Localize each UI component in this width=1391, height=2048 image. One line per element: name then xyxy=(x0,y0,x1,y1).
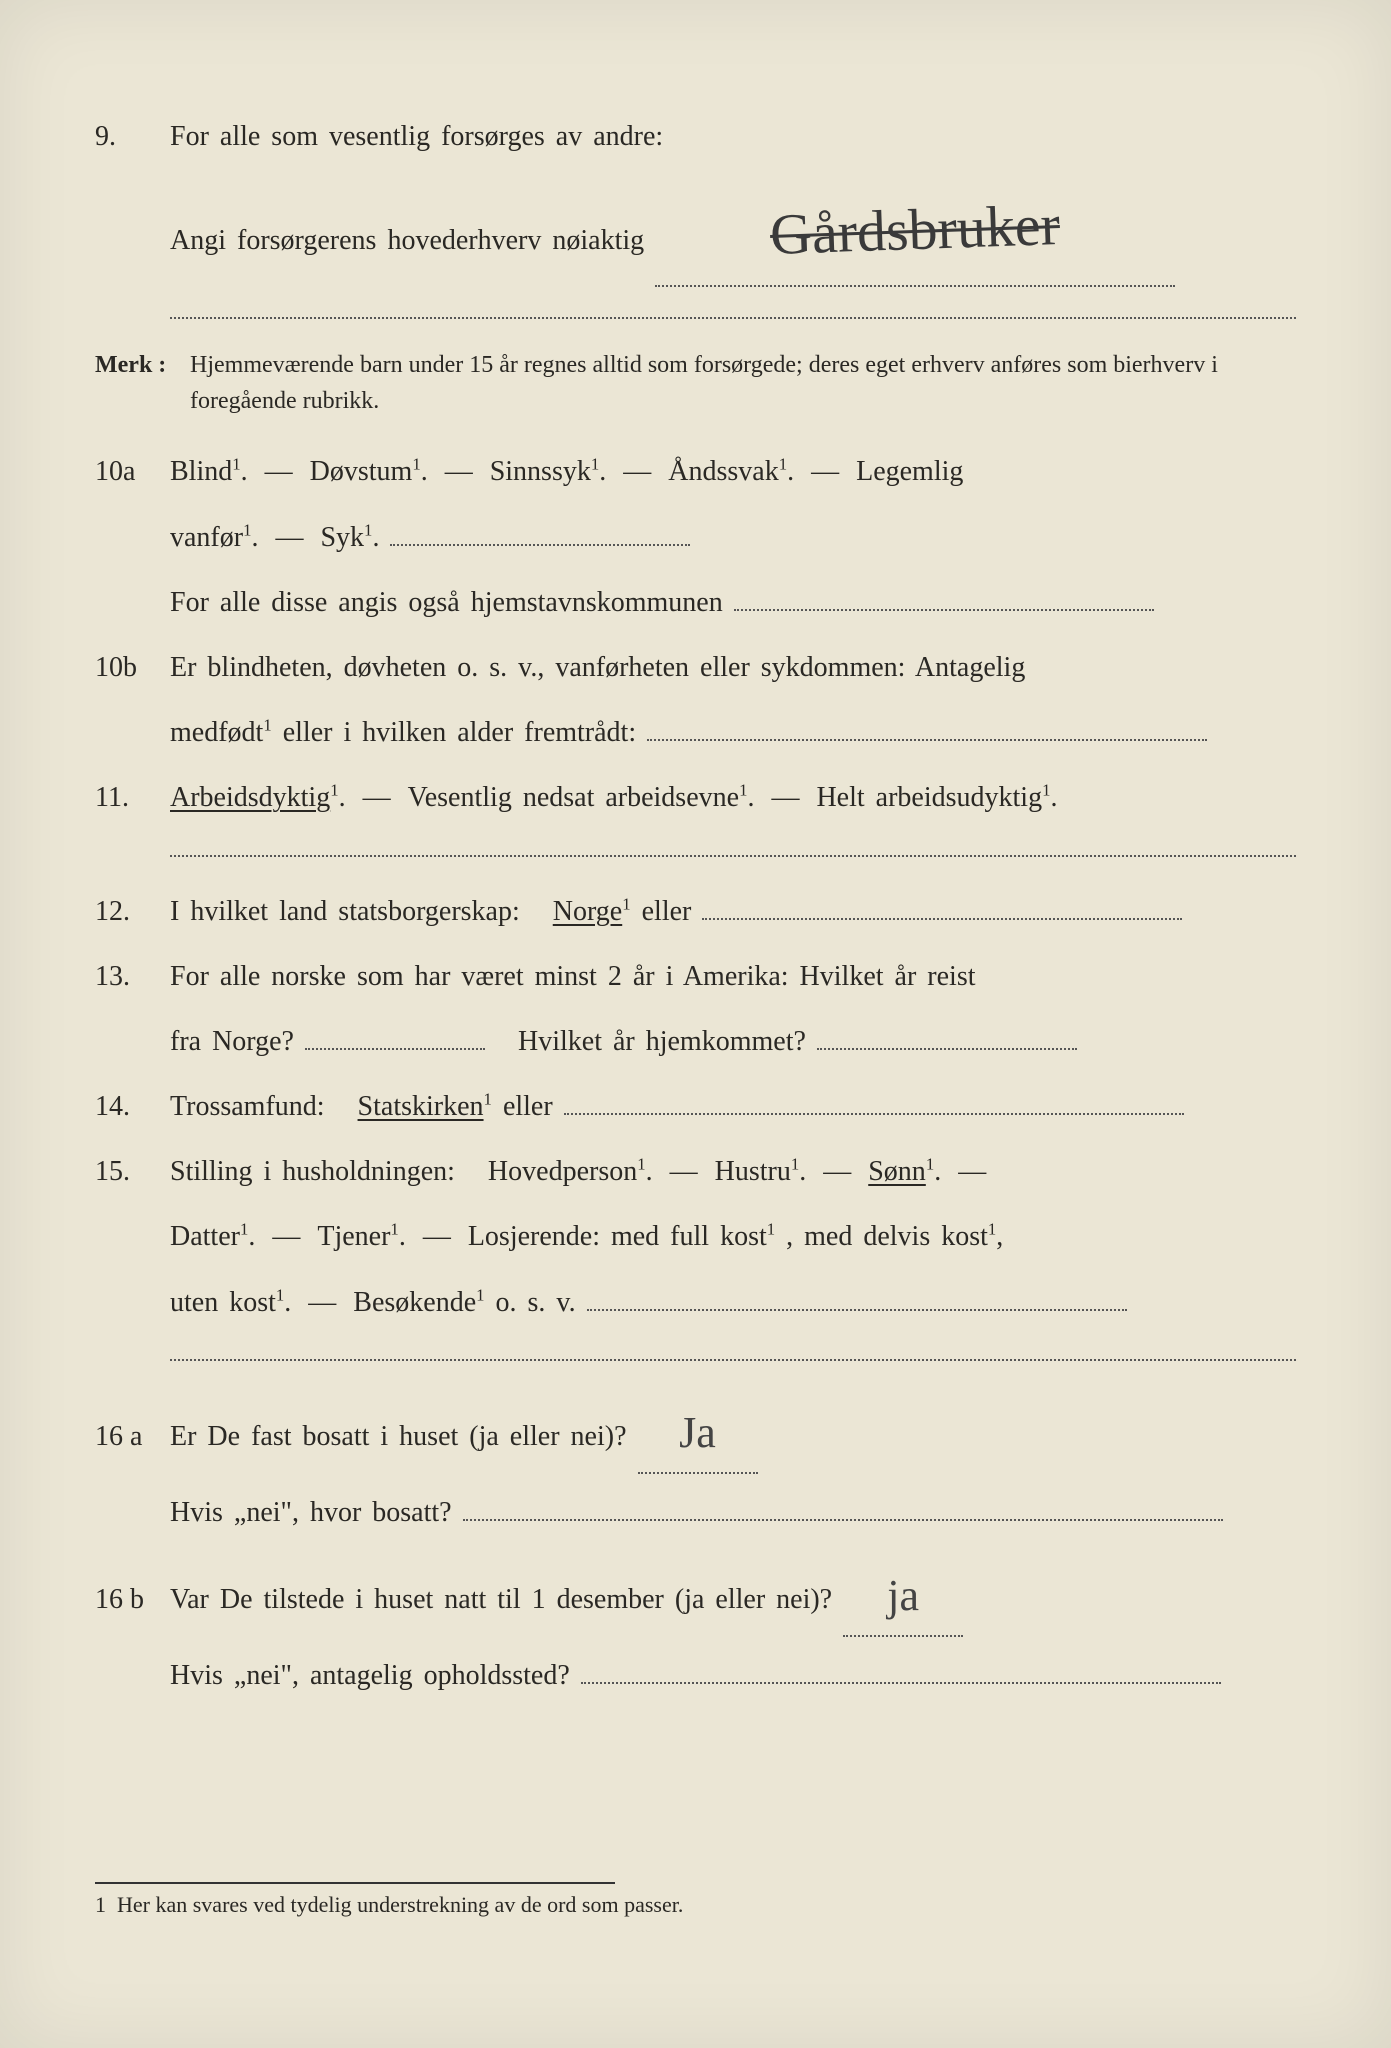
q16b-where-field[interactable] xyxy=(581,1682,1221,1684)
q10a-line1: 10a Blind1. — Døvstum1. — Sinnssyk1. — Å… xyxy=(95,445,1296,498)
q15-line1: 15. Stilling i husholdningen: Hovedperso… xyxy=(95,1145,1296,1198)
q10a-line2: For alle disse angis også hjemstavnskomm… xyxy=(95,576,1296,629)
q14-line: 14. Trossamfund: Statskirken1 eller xyxy=(95,1080,1296,1133)
merk-label: Merk : xyxy=(95,347,190,383)
opt-hovedperson[interactable]: Hovedperson xyxy=(488,1156,637,1187)
opt-hustru[interactable]: Hustru xyxy=(715,1156,791,1187)
opt-legemlig[interactable]: Legemlig xyxy=(856,456,963,487)
opt-delvis-kost[interactable]: , med delvis kost xyxy=(786,1221,988,1252)
q15-text: Stilling i husholdningen: xyxy=(170,1156,455,1187)
opt-blind[interactable]: Blind xyxy=(170,456,232,487)
q9-text2: Angi forsørgerens hovederhverv nøiaktig xyxy=(170,225,644,256)
q10a-line1b: vanfør1. — Syk1. xyxy=(95,511,1296,564)
opt-uten-kost[interactable]: uten kost xyxy=(170,1287,276,1318)
q14-number: 14. xyxy=(95,1080,170,1133)
q16b-handwritten: ja xyxy=(887,1571,919,1620)
q16a-text2: Hvis „nei", hvor bosatt? xyxy=(170,1497,452,1528)
q12-number: 12. xyxy=(95,885,170,938)
q10b-text1: Er blindheten, døvheten o. s. v., vanfør… xyxy=(170,641,1296,694)
opt-tjener[interactable]: Tjener xyxy=(317,1221,390,1252)
q13-line2: fra Norge? Hvilket år hjemkommet? xyxy=(95,1015,1296,1068)
q11-number: 11. xyxy=(95,771,170,824)
q9-line2: Angi forsørgerens hovederhverv nøiaktig … xyxy=(95,175,1296,287)
q16b-line1: 16 b Var De tilstede i huset natt til 1 … xyxy=(95,1552,1296,1638)
footnote: 1 Her kan svares ved tydelig understrekn… xyxy=(95,1882,615,1918)
q10a-number: 10a xyxy=(95,445,170,498)
q10b-medfodt[interactable]: medfødt xyxy=(170,717,263,748)
q16b-number: 16 b xyxy=(95,1573,170,1626)
q13-number: 13. xyxy=(95,950,170,1003)
q16b-line2: Hvis „nei", antagelig opholdssted? xyxy=(95,1649,1296,1702)
opt-losjerende[interactable]: Losjerende: med full kost xyxy=(468,1221,767,1252)
census-form-page: 9. For alle som vesentlig forsørges av a… xyxy=(0,0,1391,2048)
q15-osv: o. s. v. xyxy=(496,1287,576,1318)
opt-arbeidsdyktig[interactable]: Arbeidsdyktig xyxy=(170,782,330,813)
q12-country-field[interactable] xyxy=(702,918,1182,920)
q12-eller: eller xyxy=(642,896,692,927)
q16b-text: Var De tilstede i huset natt til 1 desem… xyxy=(170,1584,832,1615)
q16a-answer-field[interactable]: Ja xyxy=(638,1389,758,1475)
q16a-line1: 16 a Er De fast bosatt i huset (ja eller… xyxy=(95,1389,1296,1475)
q14-eller: eller xyxy=(503,1091,564,1122)
q9-line1: 9. For alle som vesentlig forsørges av a… xyxy=(95,110,1296,163)
opt-datter[interactable]: Datter xyxy=(170,1221,240,1252)
q16b-answer-field[interactable]: ja xyxy=(843,1552,963,1638)
q13-line1: 13. For alle norske som har været minst … xyxy=(95,950,1296,1003)
q13-text3: Hvilket år hjemkommet? xyxy=(518,1026,806,1057)
opt-nedsat[interactable]: Vesentlig nedsat arbeidsevne xyxy=(408,782,739,813)
section-rule-1 xyxy=(170,853,1296,857)
q16b-text2: Hvis „nei", antagelig opholdssted? xyxy=(170,1660,570,1691)
q13-year-return-field[interactable] xyxy=(817,1048,1077,1050)
q10b-line2: medfødt1 eller i hvilken alder fremtrådt… xyxy=(95,706,1296,759)
q10b-number: 10b xyxy=(95,641,170,694)
opt-statskirken[interactable]: Statskirken xyxy=(358,1091,484,1122)
q9-answer-field[interactable]: Gårdsbruker xyxy=(655,175,1175,287)
q13-text1: For alle norske som har været minst 2 år… xyxy=(170,950,1296,1003)
q16a-where-field[interactable] xyxy=(463,1519,1223,1521)
footnote-text: Her kan svares ved tydelig understreknin… xyxy=(117,1892,683,1917)
q10b-line1: 10b Er blindheten, døvheten o. s. v., va… xyxy=(95,641,1296,694)
q10a-kommune-field[interactable] xyxy=(734,609,1154,611)
opt-andssvak[interactable]: Åndssvak xyxy=(668,456,778,487)
merk-row: Merk : Hjemmeværende barn under 15 år re… xyxy=(95,347,1296,419)
q15-line2: Datter1. — Tjener1. — Losjerende: med fu… xyxy=(95,1210,1296,1263)
section-rule-2 xyxy=(170,1357,1296,1361)
opt-besokende[interactable]: Besøkende xyxy=(353,1287,476,1318)
q10b-text2: eller i hvilken alder fremtrådt: xyxy=(283,717,636,748)
opt-sonn[interactable]: Sønn xyxy=(868,1156,926,1187)
q9-text1: For alle som vesentlig forsørges av andr… xyxy=(170,110,1296,163)
q10a-blank[interactable] xyxy=(390,544,690,546)
q15-other-field[interactable] xyxy=(587,1309,1127,1311)
q16a-number: 16 a xyxy=(95,1410,170,1463)
q10a-text2: For alle disse angis også hjemstavnskomm… xyxy=(170,587,723,618)
q13-text2: fra Norge? xyxy=(170,1026,294,1057)
q12-text: I hvilket land statsborgerskap: xyxy=(170,896,520,927)
q14-religion-field[interactable] xyxy=(564,1113,1184,1115)
opt-udyktig[interactable]: Helt arbeidsudyktig xyxy=(816,782,1042,813)
q13-year-left-field[interactable] xyxy=(305,1048,485,1050)
opt-dovstum[interactable]: Døvstum xyxy=(310,456,413,487)
q10b-age-field[interactable] xyxy=(647,739,1207,741)
opt-syk[interactable]: Syk xyxy=(320,522,364,553)
q11-line: 11. Arbeidsdyktig1. — Vesentlig nedsat a… xyxy=(95,771,1296,824)
opt-vanfor[interactable]: vanfør xyxy=(170,522,243,553)
q16a-handwritten: Ja xyxy=(679,1408,716,1457)
q12-line: 12. I hvilket land statsborgerskap: Norg… xyxy=(95,885,1296,938)
q15-line3: uten kost1. — Besøkende1 o. s. v. xyxy=(95,1276,1296,1329)
q9-handwritten: Gårdsbruker xyxy=(768,170,1062,290)
opt-norge[interactable]: Norge xyxy=(553,896,622,927)
footnote-marker: 1 xyxy=(95,1892,106,1917)
q16a-text: Er De fast bosatt i huset (ja eller nei)… xyxy=(170,1421,627,1452)
q14-text: Trossamfund: xyxy=(170,1091,325,1122)
opt-sinnssyk[interactable]: Sinnssyk xyxy=(490,456,591,487)
q9-number: 9. xyxy=(95,110,170,163)
q16a-line2: Hvis „nei", hvor bosatt? xyxy=(95,1486,1296,1539)
q9-rule xyxy=(170,315,1296,319)
merk-text: Hjemmeværende barn under 15 år regnes al… xyxy=(190,347,1296,419)
q15-number: 15. xyxy=(95,1145,170,1198)
